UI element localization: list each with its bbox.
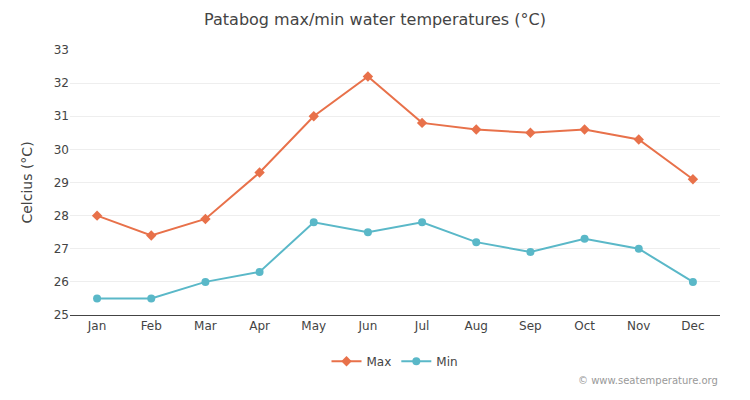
svg-text:29: 29 xyxy=(54,176,69,190)
svg-text:May: May xyxy=(301,319,326,333)
svg-text:28: 28 xyxy=(54,209,69,223)
svg-text:25: 25 xyxy=(54,308,69,322)
svg-text:Dec: Dec xyxy=(681,319,704,333)
svg-text:Feb: Feb xyxy=(141,319,162,333)
svg-text:Max: Max xyxy=(367,355,392,369)
svg-text:Nov: Nov xyxy=(627,319,650,333)
svg-text:Aug: Aug xyxy=(465,319,488,333)
svg-text:26: 26 xyxy=(54,275,69,289)
svg-text:Jun: Jun xyxy=(358,319,378,333)
svg-text:Patabog max/min water temperat: Patabog max/min water temperatures (°C) xyxy=(204,10,546,29)
svg-text:Jan: Jan xyxy=(87,319,107,333)
svg-text:33: 33 xyxy=(54,43,69,57)
svg-text:Sep: Sep xyxy=(519,319,542,333)
svg-text:Celcius (°C): Celcius (°C) xyxy=(19,141,35,223)
svg-text:Mar: Mar xyxy=(194,319,217,333)
svg-text:Oct: Oct xyxy=(574,319,595,333)
svg-text:Min: Min xyxy=(436,355,457,369)
svg-text:© www.seatemperature.org: © www.seatemperature.org xyxy=(578,375,718,386)
svg-text:30: 30 xyxy=(54,143,69,157)
svg-text:31: 31 xyxy=(54,109,69,123)
svg-text:Apr: Apr xyxy=(249,319,270,333)
svg-text:Jul: Jul xyxy=(414,319,429,333)
svg-text:27: 27 xyxy=(54,242,69,256)
svg-text:32: 32 xyxy=(54,76,69,90)
